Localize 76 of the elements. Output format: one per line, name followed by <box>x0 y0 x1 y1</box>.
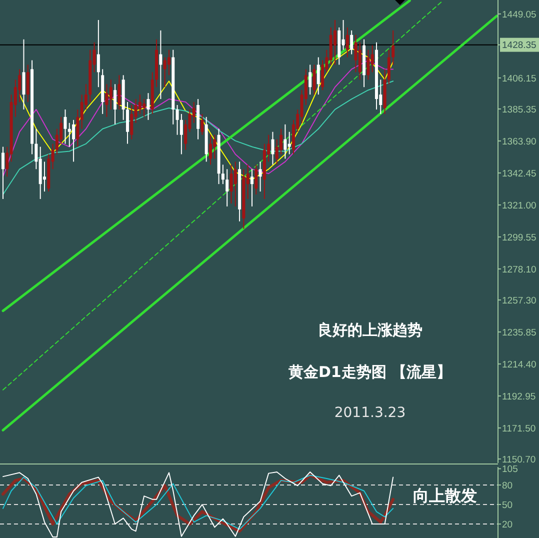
candlestick <box>250 168 254 207</box>
candlestick <box>68 122 71 148</box>
candlestick <box>208 134 212 166</box>
candlestick <box>130 104 134 140</box>
candlestick <box>114 84 117 125</box>
candlestick <box>284 124 287 160</box>
candlestick <box>72 119 76 162</box>
y-tick-label: 1150.70 <box>502 454 536 466</box>
annotation: 良好的上涨趋势 <box>318 321 422 339</box>
candlestick <box>280 128 283 155</box>
y-tick-label: 1235.85 <box>502 327 536 338</box>
candlestick <box>109 79 112 110</box>
candlestick <box>126 102 129 144</box>
candlestick <box>321 60 324 91</box>
y-tick-label: 1385.35 <box>502 104 536 116</box>
candlestick <box>1 146 4 200</box>
y-tick-label: 80 <box>502 480 513 492</box>
candlestick <box>370 44 374 73</box>
annotation: 2011.3.23 <box>334 405 406 421</box>
candlestick <box>159 30 162 100</box>
candlestick <box>366 49 370 80</box>
candlestick <box>275 138 278 166</box>
candlestick <box>387 49 390 85</box>
candlestick <box>213 134 216 160</box>
candlestick <box>312 64 316 96</box>
y-tick-label: 1321.00 <box>502 200 536 212</box>
candlestick <box>176 104 179 136</box>
candlestick <box>316 56 320 96</box>
candlestick <box>18 68 22 103</box>
candlestick <box>308 64 312 96</box>
candlestick <box>64 108 67 144</box>
candlestick <box>234 161 237 207</box>
y-tick-label: 105 <box>502 464 518 476</box>
y-tick-label: 1428.35 <box>502 40 536 52</box>
y-tick-label: 1449.05 <box>502 9 536 20</box>
y-tick-label: 50 <box>502 500 513 511</box>
candlestick <box>350 30 354 55</box>
candlestick <box>26 64 30 103</box>
y-tick-label: 1192.95 <box>502 391 536 402</box>
candlestick <box>142 98 146 118</box>
y-tick-label: 1171.50 <box>502 423 536 434</box>
candlestick <box>271 131 274 166</box>
candlestick <box>346 26 349 58</box>
candlestick <box>354 34 358 73</box>
candlestick <box>22 38 26 110</box>
annotation: 黄金D1走势图 【流星】 <box>287 363 452 381</box>
candlestick <box>226 168 229 207</box>
candlestick <box>288 131 291 155</box>
candlestick <box>163 56 166 88</box>
y-tick-label: 1278.10 <box>502 264 536 276</box>
candlestick <box>138 94 142 114</box>
y-tick-label: 1214.40 <box>502 359 536 370</box>
y-tick-label: 1257.30 <box>502 295 536 306</box>
candlestick <box>230 164 233 204</box>
candlestick <box>200 113 204 136</box>
candlestick <box>258 161 262 192</box>
annotation: 向上散发 <box>413 486 477 505</box>
candlestick <box>42 161 46 192</box>
candlestick <box>180 113 183 155</box>
candlestick <box>118 74 121 110</box>
candlestick <box>196 98 200 140</box>
candlestick <box>333 19 336 66</box>
y-tick-label: 1406.15 <box>502 73 536 84</box>
y-tick-label: 20 <box>502 519 513 530</box>
candlestick <box>392 30 395 66</box>
candlestick <box>96 19 100 88</box>
candlestick <box>254 164 258 196</box>
line-series <box>2 80 394 196</box>
candlestick <box>146 92 150 120</box>
candlestick <box>358 42 362 80</box>
y-tick-label: 1342.45 <box>502 168 536 180</box>
candlestick <box>167 49 170 76</box>
y-tick-label: 1299.55 <box>502 232 536 244</box>
candlestick <box>105 84 108 118</box>
candlestick <box>221 164 224 185</box>
y-tick-label: 1363.90 <box>502 136 536 148</box>
